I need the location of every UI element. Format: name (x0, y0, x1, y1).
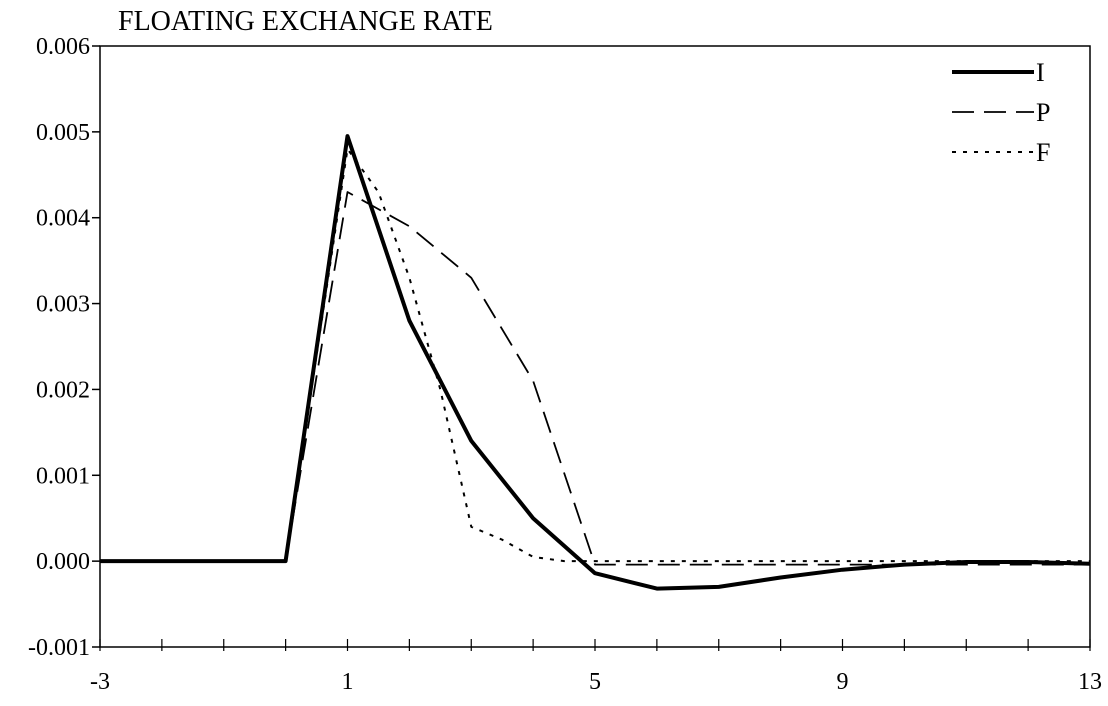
x-tick-label: 13 (1078, 669, 1102, 695)
chart-title: FLOATING EXCHANGE RATE (118, 6, 493, 37)
series-line-p (100, 191, 1090, 566)
y-tick-label: 0.001 (36, 463, 90, 489)
legend-label-i: I (1036, 58, 1045, 87)
x-tick-label: 9 (837, 669, 849, 695)
legend-label-p: P (1036, 98, 1050, 127)
y-tick-label: 0.005 (36, 120, 90, 146)
y-tick-label: -0.001 (28, 635, 90, 661)
series-line-i (100, 134, 1091, 591)
x-tick-label: -3 (90, 669, 110, 695)
x-tick-label: 5 (589, 669, 601, 695)
y-tick-label: 0.002 (36, 377, 90, 403)
plot-frame (99, 45, 1091, 648)
legend-label-f: F (1036, 138, 1050, 167)
x-tick-label: 1 (342, 669, 354, 695)
series-line-f (100, 148, 1090, 563)
y-tick-label: 0.004 (36, 206, 90, 232)
y-tick-label: 0.000 (36, 549, 90, 575)
y-tick-label: 0.003 (36, 292, 90, 318)
y-tick-label: 0.006 (36, 34, 90, 60)
